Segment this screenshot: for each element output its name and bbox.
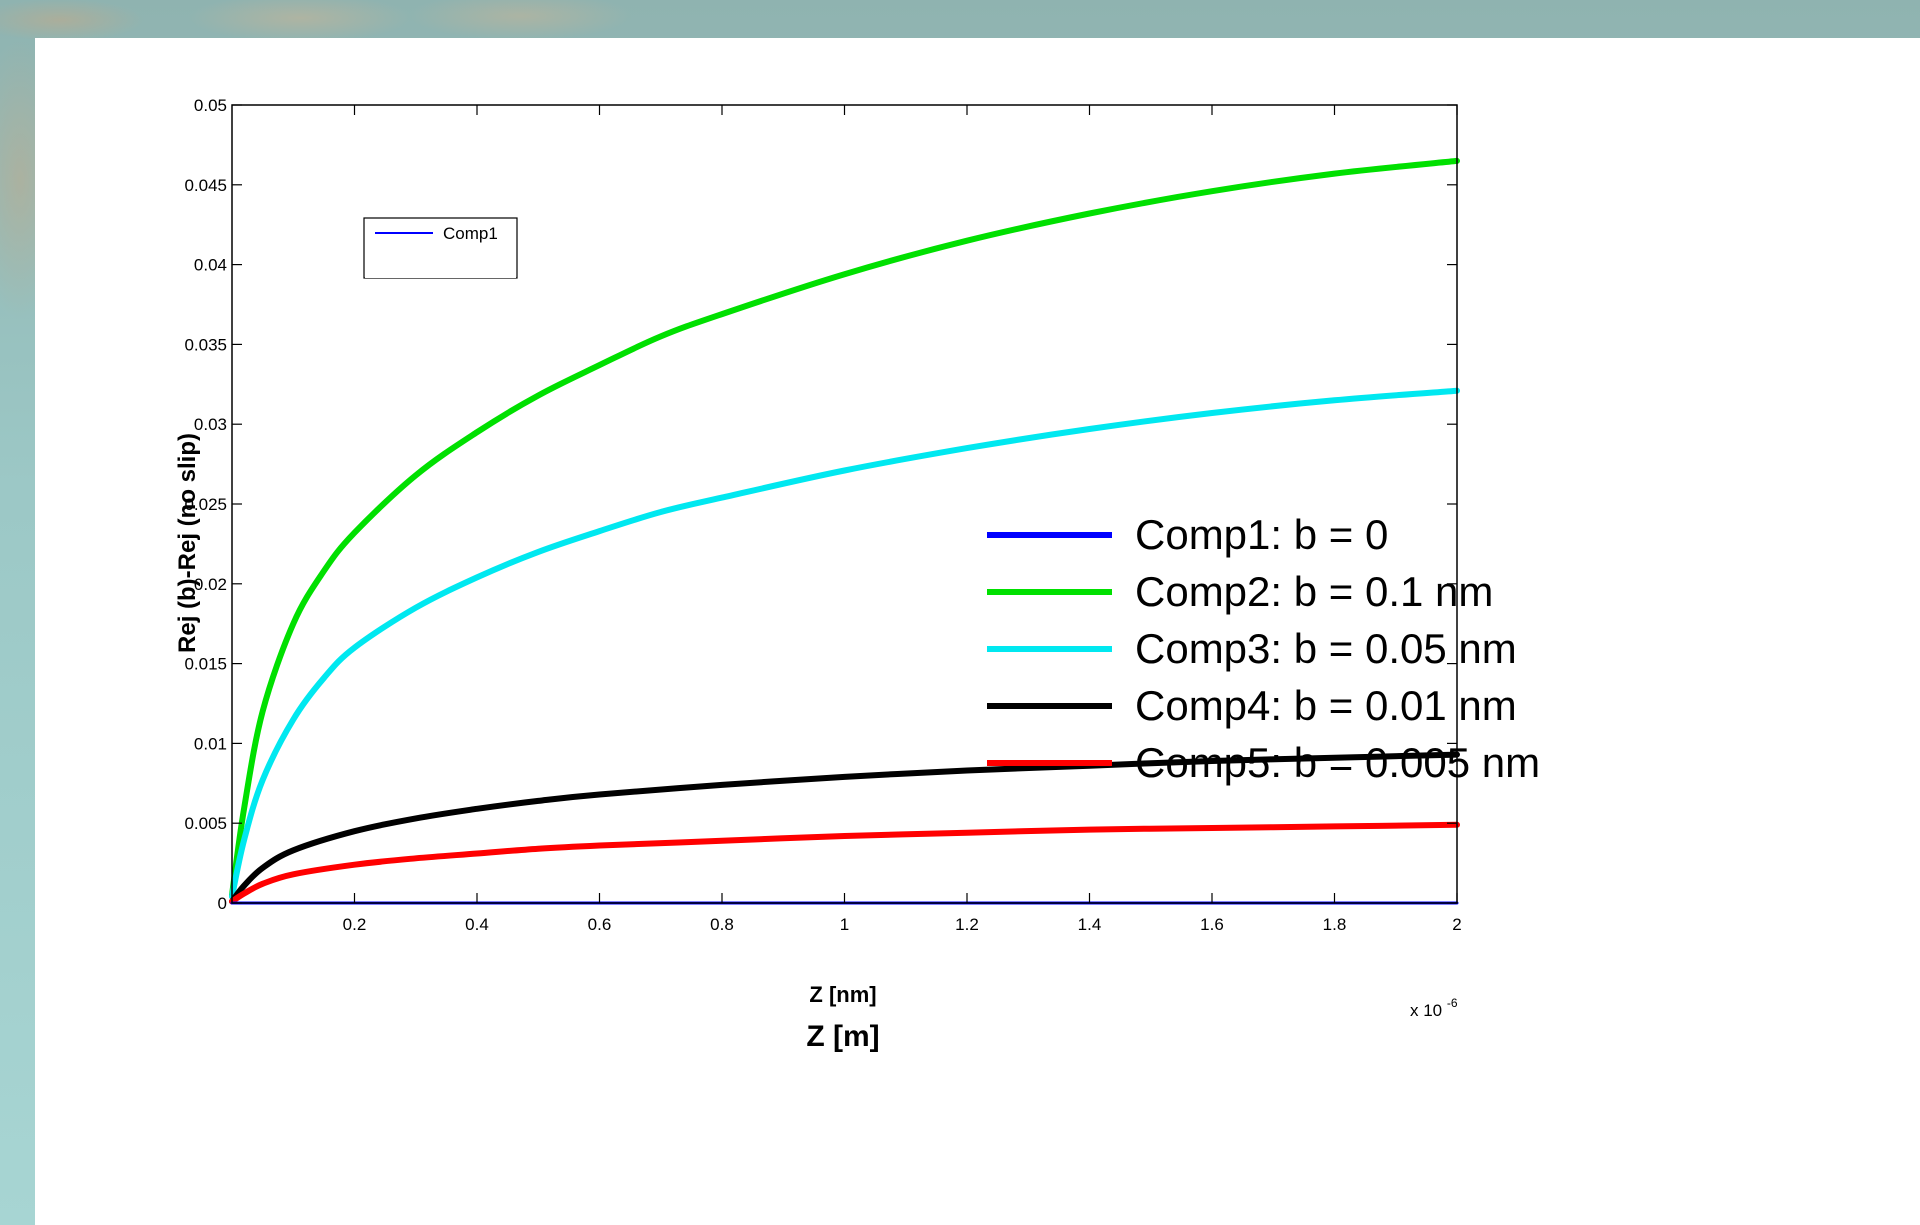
x-tick-label: 0.8 (710, 915, 734, 934)
y-axis-title: Rej (b)-Rej (no slip) (174, 433, 201, 653)
x-exponent-power: -6 (1447, 996, 1458, 1010)
x-tick-label: 0.6 (588, 915, 612, 934)
series-line-comp5 (229, 821, 1460, 905)
chart-panel: 0.2 0.4 0.6 0.8 1 1.2 1.4 1.6 1.8 2 0 0.005 0.01 0.01… (35, 38, 1920, 1225)
y-tick-label: 0.025 (184, 495, 227, 514)
x-exponent-base: x 10 (1410, 1001, 1442, 1020)
legend-label-comp4: Comp4: b = 0.01 nm (1135, 682, 1517, 729)
x-tick-label: 2 (1452, 915, 1461, 934)
x-axis-secondary-title: Z [m] (806, 1020, 879, 1053)
x-tick-label: 0.2 (343, 915, 367, 934)
series-layer (229, 157, 1460, 905)
y-tick-label: 0.005 (184, 814, 227, 833)
x-tick-label: 0.4 (465, 915, 489, 934)
y-tick-label: 0.02 (194, 575, 227, 594)
x-tick-label: 1.2 (955, 915, 979, 934)
tick-layer: 0.2 0.4 0.6 0.8 1 1.2 1.4 1.6 1.8 2 0 0.005 0.01 0.01… (184, 96, 1461, 934)
y-tick-label: 0.04 (194, 256, 227, 275)
y-tick-label: 0.01 (194, 734, 227, 753)
x-tick-label: 1.4 (1078, 915, 1102, 934)
legend-label-comp1: Comp1: b = 0 (1135, 511, 1388, 558)
y-tick-label: 0.05 (194, 96, 227, 115)
x-tick-label: 1.8 (1323, 915, 1347, 934)
series-line-comp2 (229, 157, 1460, 898)
line-chart: 0.2 0.4 0.6 0.8 1 1.2 1.4 1.6 1.8 2 0 0.005 0.01 0.01… (174, 96, 1540, 1053)
x-axis-title: Z [nm] (809, 982, 876, 1007)
small-legend-label: Comp1 (443, 224, 498, 243)
y-tick-label: 0.03 (194, 415, 227, 434)
x-tick-label: 1 (840, 915, 849, 934)
x-tick-label: 1.6 (1200, 915, 1224, 934)
series-line-comp4 (229, 751, 1460, 905)
legend-label-comp2: Comp2: b = 0.1 nm (1135, 568, 1493, 615)
legend: Comp1: b = 0 Comp2: b = 0.1 nm Comp3: b = … (987, 511, 1540, 786)
y-tick-label: 0.035 (184, 335, 227, 354)
y-tick-label: 0.015 (184, 655, 227, 674)
y-tick-label: 0.045 (184, 176, 227, 195)
x-axis-exponent: x 10 -6 (1410, 996, 1458, 1020)
legend-label-comp3: Comp3: b = 0.05 nm (1135, 625, 1517, 672)
small-legend: Comp1 (363, 217, 518, 279)
series-line-comp3 (229, 387, 1460, 900)
y-tick-label: 0 (218, 894, 227, 913)
legend-label-comp5: Comp5: b = 0.005 nm (1135, 739, 1540, 786)
